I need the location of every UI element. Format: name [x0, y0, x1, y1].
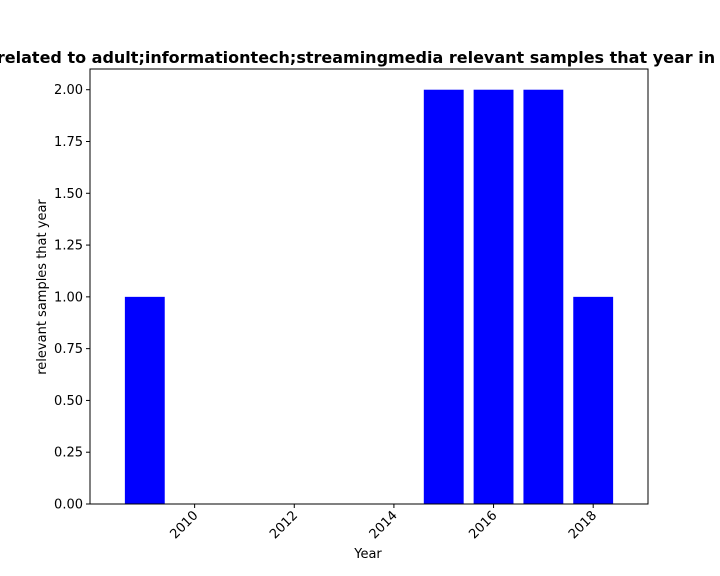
plot-frame	[89, 68, 649, 505]
y-tick-label: 1.25	[54, 239, 83, 254]
y-tick-label: 0.00	[54, 498, 83, 513]
x-axis-label: Year	[353, 547, 382, 562]
x-tick-label: 2016	[466, 508, 500, 542]
x-tick-label: 2012	[267, 508, 301, 542]
x-tick-label: 2010	[167, 508, 201, 542]
y-tick-label: 2.00	[54, 83, 83, 98]
y-axis-label: relevant samples that year	[35, 199, 50, 375]
bar-2016	[473, 89, 514, 504]
bar-2018	[573, 296, 614, 504]
bar-2017	[523, 89, 564, 504]
y-axis: 0.00 0.25 0.50 0.75 1.00 1.25 1.50 1.75 2.00	[54, 83, 90, 513]
bar-2009	[124, 296, 165, 504]
y-tick-label: 0.25	[54, 446, 83, 461]
x-tick-label: 2018	[566, 508, 600, 542]
y-tick-label: 0.50	[54, 394, 83, 409]
y-tick-label: 1.50	[54, 187, 83, 202]
y-tick-label: 1.00	[54, 290, 83, 305]
y-tick-label: 0.75	[54, 342, 83, 357]
x-tick-label: 2014	[367, 508, 401, 542]
bar-2015	[423, 89, 464, 504]
x-axis: 2010 2012 2014 2016 2018	[167, 504, 600, 542]
bars-group	[124, 89, 614, 504]
y-tick-label: 1.75	[54, 135, 83, 150]
chart-title: related to adult;informationtech;streami…	[0, 48, 715, 67]
